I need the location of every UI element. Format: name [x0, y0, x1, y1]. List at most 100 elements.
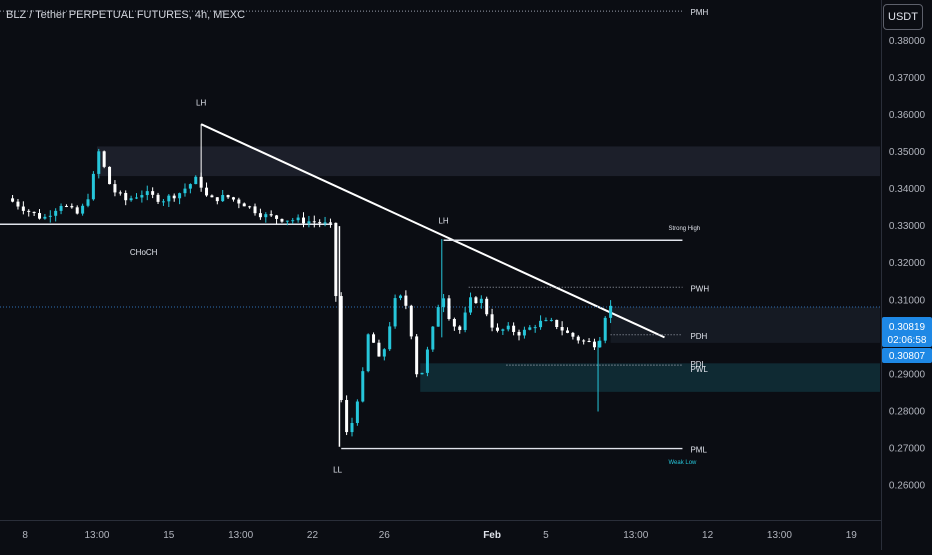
- candle-body: [366, 334, 370, 372]
- candle-body: [81, 205, 85, 214]
- candle-body: [307, 221, 311, 224]
- last-price-label-bg: [882, 317, 932, 347]
- candle-body: [533, 327, 537, 329]
- candle-body: [194, 176, 198, 185]
- candle-body: [302, 217, 306, 224]
- candle-body: [156, 194, 160, 202]
- candle-body: [64, 205, 68, 207]
- candle-body: [544, 320, 548, 322]
- candle-body: [377, 342, 381, 357]
- annotation-choch: CHoCH: [130, 248, 158, 257]
- candle-body: [431, 326, 435, 350]
- zones-layer: [96, 146, 880, 392]
- candle-body: [161, 201, 165, 203]
- time-tick-label: 5: [543, 530, 549, 541]
- candle-body: [452, 318, 456, 327]
- candle-body: [275, 215, 279, 219]
- candle-body: [38, 213, 42, 219]
- candle-body: [409, 305, 413, 337]
- annotation-ll: LL: [333, 465, 342, 474]
- candle-body: [86, 199, 90, 206]
- candle-body: [113, 184, 117, 193]
- candle-body: [178, 193, 182, 199]
- candle-body: [237, 199, 241, 204]
- candle-body: [188, 184, 192, 189]
- price-labels: 0.30819 02:06:58 0.30807: [882, 317, 932, 363]
- currency-button[interactable]: USDT: [883, 4, 923, 30]
- candle-body: [167, 195, 171, 202]
- time-tick-label: 19: [846, 530, 858, 541]
- time-tick-label: Feb: [483, 530, 501, 541]
- price-tick-label: 0.33000: [889, 221, 926, 232]
- candle-body: [339, 296, 343, 401]
- candle-body: [490, 314, 494, 328]
- range-zone: [610, 306, 880, 343]
- demand-zone: [420, 363, 880, 392]
- candle-body: [226, 195, 230, 198]
- candle-body: [415, 336, 419, 375]
- pdl-label: PDL: [690, 360, 706, 369]
- candle-body: [560, 327, 564, 331]
- price-tick-label: 0.32000: [889, 258, 926, 269]
- candle-body: [11, 198, 15, 202]
- candle-body: [91, 173, 95, 200]
- candle-body: [291, 220, 295, 222]
- candle-body: [420, 372, 424, 375]
- secondary-price-label-bg: [882, 348, 932, 363]
- candle-body: [334, 222, 338, 297]
- countdown-label: 02:06:58: [888, 335, 927, 346]
- secondary-price-label: 0.30807: [889, 351, 926, 362]
- candle-body: [16, 201, 20, 207]
- candle-body: [27, 210, 31, 212]
- candle-body: [318, 222, 322, 224]
- candle-body: [43, 216, 47, 219]
- candle-body: [285, 220, 289, 222]
- candle-body: [598, 340, 602, 348]
- time-axis[interactable]: 8 13:00 15 13:00 22 26 Feb 5 13:00 12 13:00 19: [22, 530, 857, 541]
- annotation-lh: LH: [438, 217, 448, 226]
- candle-body: [442, 298, 446, 308]
- time-tick-label: 26: [379, 530, 391, 541]
- supply-zone: [96, 146, 880, 177]
- candle-body: [118, 192, 122, 194]
- candle-body: [512, 325, 516, 332]
- price-tick-label: 0.35000: [889, 147, 926, 158]
- candle-body: [59, 205, 63, 211]
- candle-body: [242, 203, 246, 207]
- candle-body: [388, 326, 392, 350]
- pml-label: PML: [690, 446, 707, 455]
- symbol-title[interactable]: BLZ / Tether PERPETUAL FUTURES, 4h, MEXC: [6, 9, 246, 21]
- candle-body: [172, 195, 176, 199]
- time-tick-label: 8: [22, 530, 28, 541]
- price-tick-label: 0.27000: [889, 444, 926, 455]
- candle-body: [485, 298, 489, 315]
- candle-body: [231, 197, 235, 200]
- candle-body: [517, 331, 521, 336]
- candle-body: [312, 221, 316, 223]
- candle-body: [355, 401, 359, 423]
- time-tick-label: 12: [702, 530, 714, 541]
- candle-body: [145, 191, 149, 196]
- candle-body: [102, 151, 106, 167]
- trendline-line: [200, 123, 665, 339]
- candle-body: [458, 326, 462, 330]
- candle-body: [323, 222, 327, 224]
- candle-body: [495, 327, 499, 331]
- candle-body: [70, 206, 74, 208]
- candle-body: [582, 340, 586, 342]
- candle-body: [501, 329, 505, 331]
- pmh-label: PMH: [690, 8, 708, 17]
- candle-body: [54, 210, 58, 216]
- time-tick-label: 13:00: [228, 530, 253, 541]
- candle-body: [506, 325, 510, 330]
- candle-body: [151, 191, 155, 195]
- candle-body: [576, 336, 580, 341]
- candle-body: [296, 217, 300, 221]
- candle-body: [522, 329, 526, 336]
- annotation-weak-low: Weak Low: [668, 460, 697, 466]
- candle-body: [253, 206, 257, 214]
